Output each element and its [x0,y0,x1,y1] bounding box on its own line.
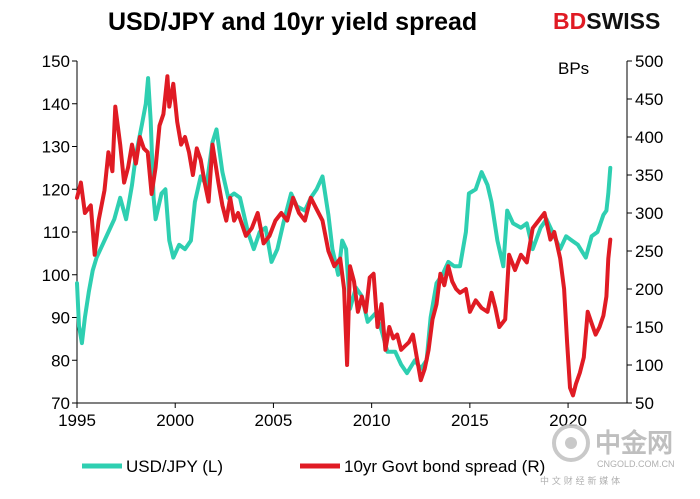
legend-label-usdjpy: USD/JPY (L) [126,457,223,476]
left-axis-tick-label: 90 [51,309,70,328]
series-line-yield-spread [75,74,613,398]
right-axis-unit: BPs [558,59,589,78]
right-axis-tick-label: 400 [635,128,663,147]
right-axis-tick-label: 250 [635,242,663,261]
left-axis-tick-label: 130 [42,138,70,157]
chart-axes: 150 140 130 120 110 100 90 80 70 500 450 400 350 300 2… [42,52,664,430]
series-line-usdjpy [75,76,613,376]
left-axis-tick-label: 150 [42,52,70,71]
left-axis-tick-label: 80 [51,351,70,370]
svg-text:BDSWISS: BDSWISS [553,8,660,34]
left-axis-tick-label: 110 [43,223,70,242]
watermark-url: CNGOLD.COM.CN [597,459,675,469]
x-axis-tick-label: 2010 [353,411,391,430]
watermark-name: 中金网 [595,428,673,459]
right-axis-tick-label: 50 [635,394,654,413]
left-axis-tick-label: 70 [51,394,70,413]
legend: USD/JPY (L) 10yr Govt bond spread (R) [82,457,545,476]
right-axis-tick-label: 500 [635,52,663,71]
watermark-logo-icon [552,424,590,462]
brand-logo-suffix: SWISS [586,8,660,34]
watermark: 中金网 CNGOLD.COM.CN 中 文 财 经 新 媒 体 [540,424,675,487]
right-axis-tick-label: 450 [635,90,663,109]
right-axis-tick-label: 300 [635,204,663,223]
brand-logo: BDSWISS [553,8,660,34]
chart-title: USD/JPY and 10yr yield spread [108,8,477,36]
x-axis-tick-label: 2000 [156,411,194,430]
watermark-logo-core-icon [565,437,577,449]
watermark-subtitle: 中 文 财 经 新 媒 体 [540,475,620,487]
legend-label-spread: 10yr Govt bond spread (R) [344,457,545,476]
x-axis-tick-label: 2015 [451,411,489,430]
x-axis-tick-label: 2005 [255,411,293,430]
right-axis-tick-label: 200 [635,280,663,299]
x-axis-tick-label: 1995 [58,411,96,430]
right-axis-tick-label: 150 [635,318,663,337]
series-layer [75,74,613,398]
left-axis-tick-label: 140 [42,95,70,114]
brand-logo-prefix: BD [553,8,586,34]
right-axis-tick-label: 350 [635,166,663,185]
right-axis-tick-label: 100 [635,356,663,375]
left-axis-tick-label: 100 [42,266,70,285]
left-axis-tick-label: 120 [42,180,70,199]
